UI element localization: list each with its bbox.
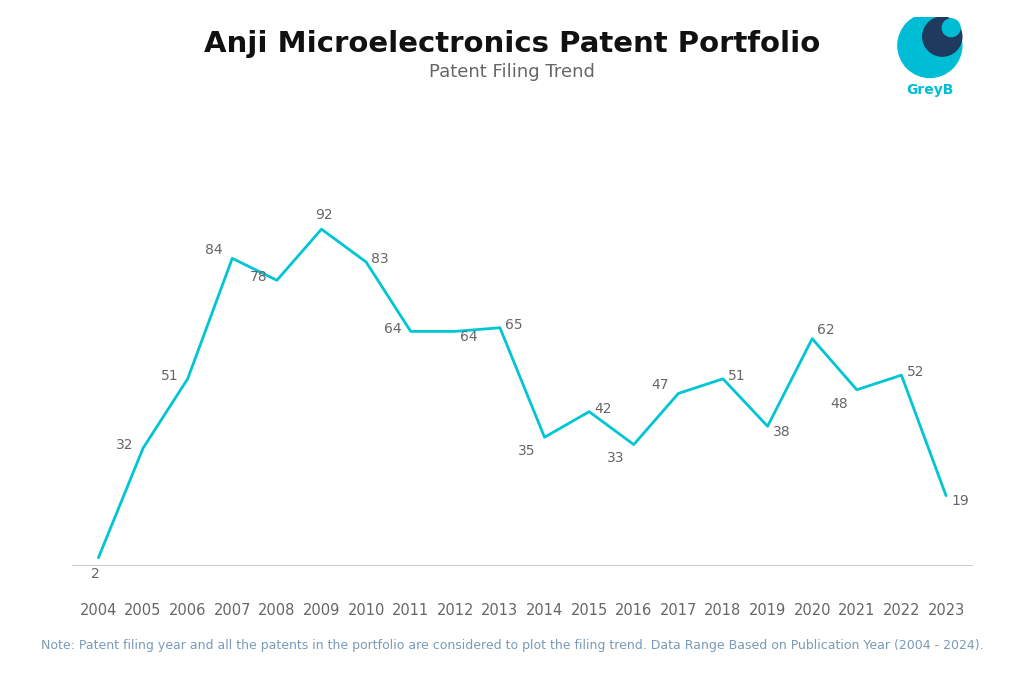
Text: 65: 65 [505, 318, 522, 332]
Text: 48: 48 [829, 397, 848, 410]
Circle shape [942, 19, 961, 37]
Text: Patent Filing Trend: Patent Filing Trend [429, 63, 595, 81]
Circle shape [923, 17, 962, 56]
Text: 47: 47 [651, 378, 669, 392]
Text: 78: 78 [250, 270, 267, 285]
Text: 35: 35 [518, 444, 536, 458]
Text: Note: Patent filing year and all the patents in the portfolio are considered to : Note: Patent filing year and all the pat… [41, 639, 984, 652]
Text: 84: 84 [206, 243, 223, 257]
Text: 51: 51 [728, 369, 745, 383]
Text: 62: 62 [817, 323, 835, 337]
Text: 42: 42 [594, 402, 611, 416]
Text: 83: 83 [371, 252, 389, 266]
Text: 52: 52 [906, 365, 924, 379]
Circle shape [898, 14, 962, 77]
Text: GreyB: GreyB [906, 83, 953, 97]
Text: Anji Microelectronics Patent Portfolio: Anji Microelectronics Patent Portfolio [204, 31, 820, 58]
Text: 19: 19 [951, 494, 969, 508]
Text: 2: 2 [91, 568, 100, 581]
Text: 92: 92 [315, 208, 333, 222]
Text: 33: 33 [607, 451, 625, 465]
Text: 64: 64 [461, 330, 478, 344]
Text: 64: 64 [384, 322, 401, 335]
Text: 38: 38 [773, 425, 791, 439]
Text: 51: 51 [161, 369, 178, 383]
Text: 32: 32 [117, 438, 134, 452]
